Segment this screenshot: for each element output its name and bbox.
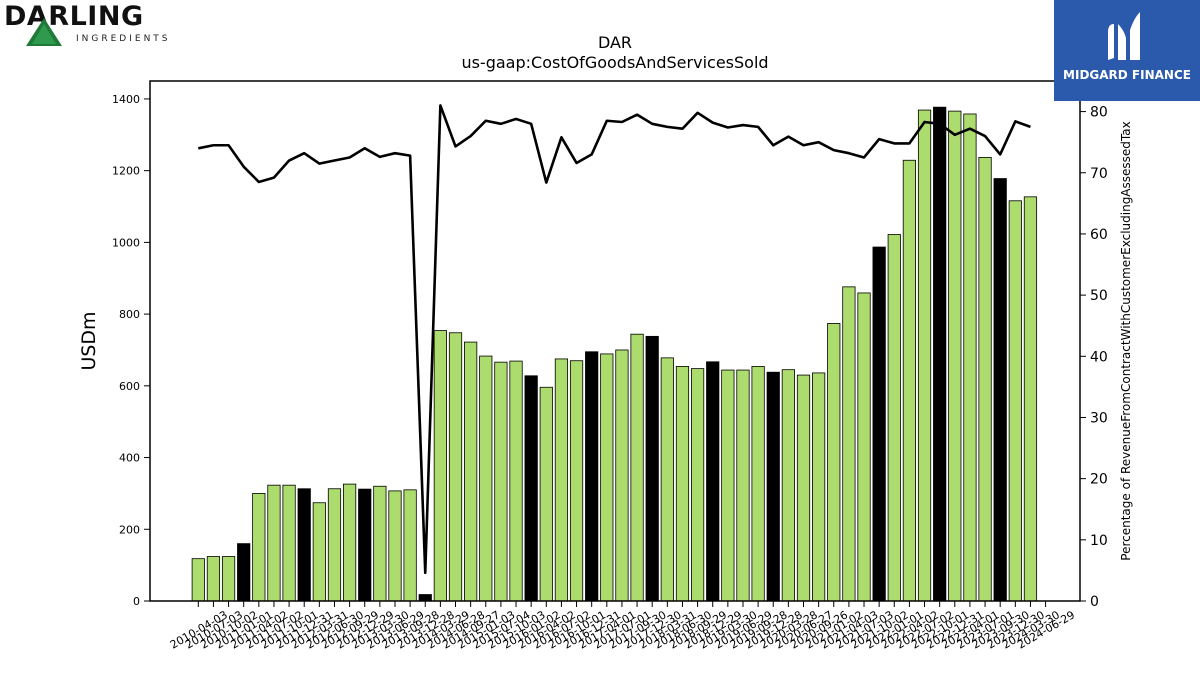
bar	[917, 109, 932, 602]
bar	[388, 490, 402, 602]
bar	[781, 369, 795, 602]
logo-wordmark: DARLING	[4, 1, 144, 32]
bar	[585, 351, 599, 602]
midgard-logo-text: MIDGARD FINANCE	[1063, 68, 1191, 82]
bar	[812, 372, 826, 602]
bar	[857, 292, 871, 602]
y-axis-right: 0 10 20 30 40 50 60 70 80	[1080, 105, 1108, 610]
bar	[418, 594, 432, 602]
bar	[358, 488, 372, 602]
bar	[978, 156, 992, 602]
bar	[342, 483, 357, 602]
y-tick-label: 0	[133, 595, 140, 608]
chart-title: DAR	[598, 33, 632, 52]
bar	[297, 488, 311, 602]
bar	[373, 485, 387, 602]
chart-subtitle: us-gaap:CostOfGoodsAndServicesSold	[461, 53, 768, 72]
bar	[933, 106, 947, 602]
bar	[600, 353, 614, 602]
bar-series	[191, 106, 1038, 602]
bar	[479, 355, 493, 602]
bar	[1023, 196, 1038, 602]
y2-tick-label: 80	[1090, 105, 1108, 121]
bar	[948, 110, 962, 602]
bar	[464, 341, 478, 602]
y-axis-label: USDm	[78, 311, 100, 370]
bar	[963, 113, 977, 602]
bar	[660, 357, 674, 602]
bar	[327, 488, 342, 602]
pct-line-series	[198, 104, 1031, 575]
bar	[252, 493, 266, 602]
bar	[554, 358, 569, 602]
y2-tick-label: 10	[1090, 533, 1108, 549]
y2-tick-label: 70	[1090, 166, 1108, 182]
bar	[237, 543, 251, 602]
bar	[645, 335, 659, 602]
bar	[796, 374, 811, 602]
midgard-logo: MIDGARD FINANCE	[1054, 0, 1200, 101]
y-tick-label: 1200	[112, 165, 140, 178]
plot-frame	[149, 80, 1081, 602]
bar	[509, 360, 523, 602]
logo-subtitle: INGREDIENTS	[76, 34, 171, 44]
bar	[524, 375, 538, 602]
y2-tick-label: 0	[1090, 594, 1099, 610]
bar	[766, 371, 780, 602]
bar	[993, 178, 1007, 602]
pct-line	[198, 104, 1031, 575]
y-tick-label: 400	[119, 452, 140, 465]
darling-logo: DARLING INGREDIENTS	[4, 2, 174, 48]
y2-tick-label: 40	[1090, 349, 1108, 365]
bar	[403, 489, 417, 602]
y2-axis-label: Percentage of RevenueFromContractWithCus…	[1119, 121, 1133, 560]
bar	[887, 234, 901, 602]
bar	[206, 556, 221, 602]
bar	[675, 366, 690, 602]
bar	[569, 360, 584, 602]
bar	[827, 323, 841, 602]
bar	[191, 558, 205, 602]
y-tick-label: 800	[119, 308, 140, 321]
bar	[267, 484, 281, 602]
bar	[433, 330, 447, 602]
bar	[690, 368, 705, 602]
y2-tick-label: 60	[1090, 227, 1108, 243]
bar	[448, 332, 463, 602]
y-tick-label: 1400	[112, 93, 140, 106]
bar	[630, 333, 644, 602]
y2-tick-label: 30	[1090, 410, 1108, 426]
bar	[721, 369, 735, 602]
x-axis: 2010-04-032010-07-032010-10-022011-01-01…	[168, 601, 1077, 652]
bar	[282, 484, 296, 602]
bar	[736, 369, 750, 602]
y2-tick-label: 50	[1090, 288, 1108, 304]
bar	[842, 286, 856, 602]
y-tick-label: 600	[119, 380, 140, 393]
midgard-mark-icon	[1108, 12, 1140, 60]
bar	[706, 361, 720, 602]
bar	[494, 361, 508, 602]
bar	[872, 246, 886, 602]
bar	[615, 349, 629, 602]
bar	[312, 502, 326, 602]
y-axis-left: 0 200 400 600 800 1000 1200 1400	[112, 93, 150, 608]
bar	[1008, 200, 1022, 602]
bar	[751, 366, 765, 602]
y2-tick-label: 20	[1090, 472, 1108, 488]
bar	[539, 386, 553, 602]
bar	[902, 159, 917, 602]
y-tick-label: 200	[119, 523, 140, 536]
logo-triangle-icon	[26, 18, 62, 46]
y-tick-label: 1000	[112, 236, 140, 249]
bar	[221, 556, 236, 602]
